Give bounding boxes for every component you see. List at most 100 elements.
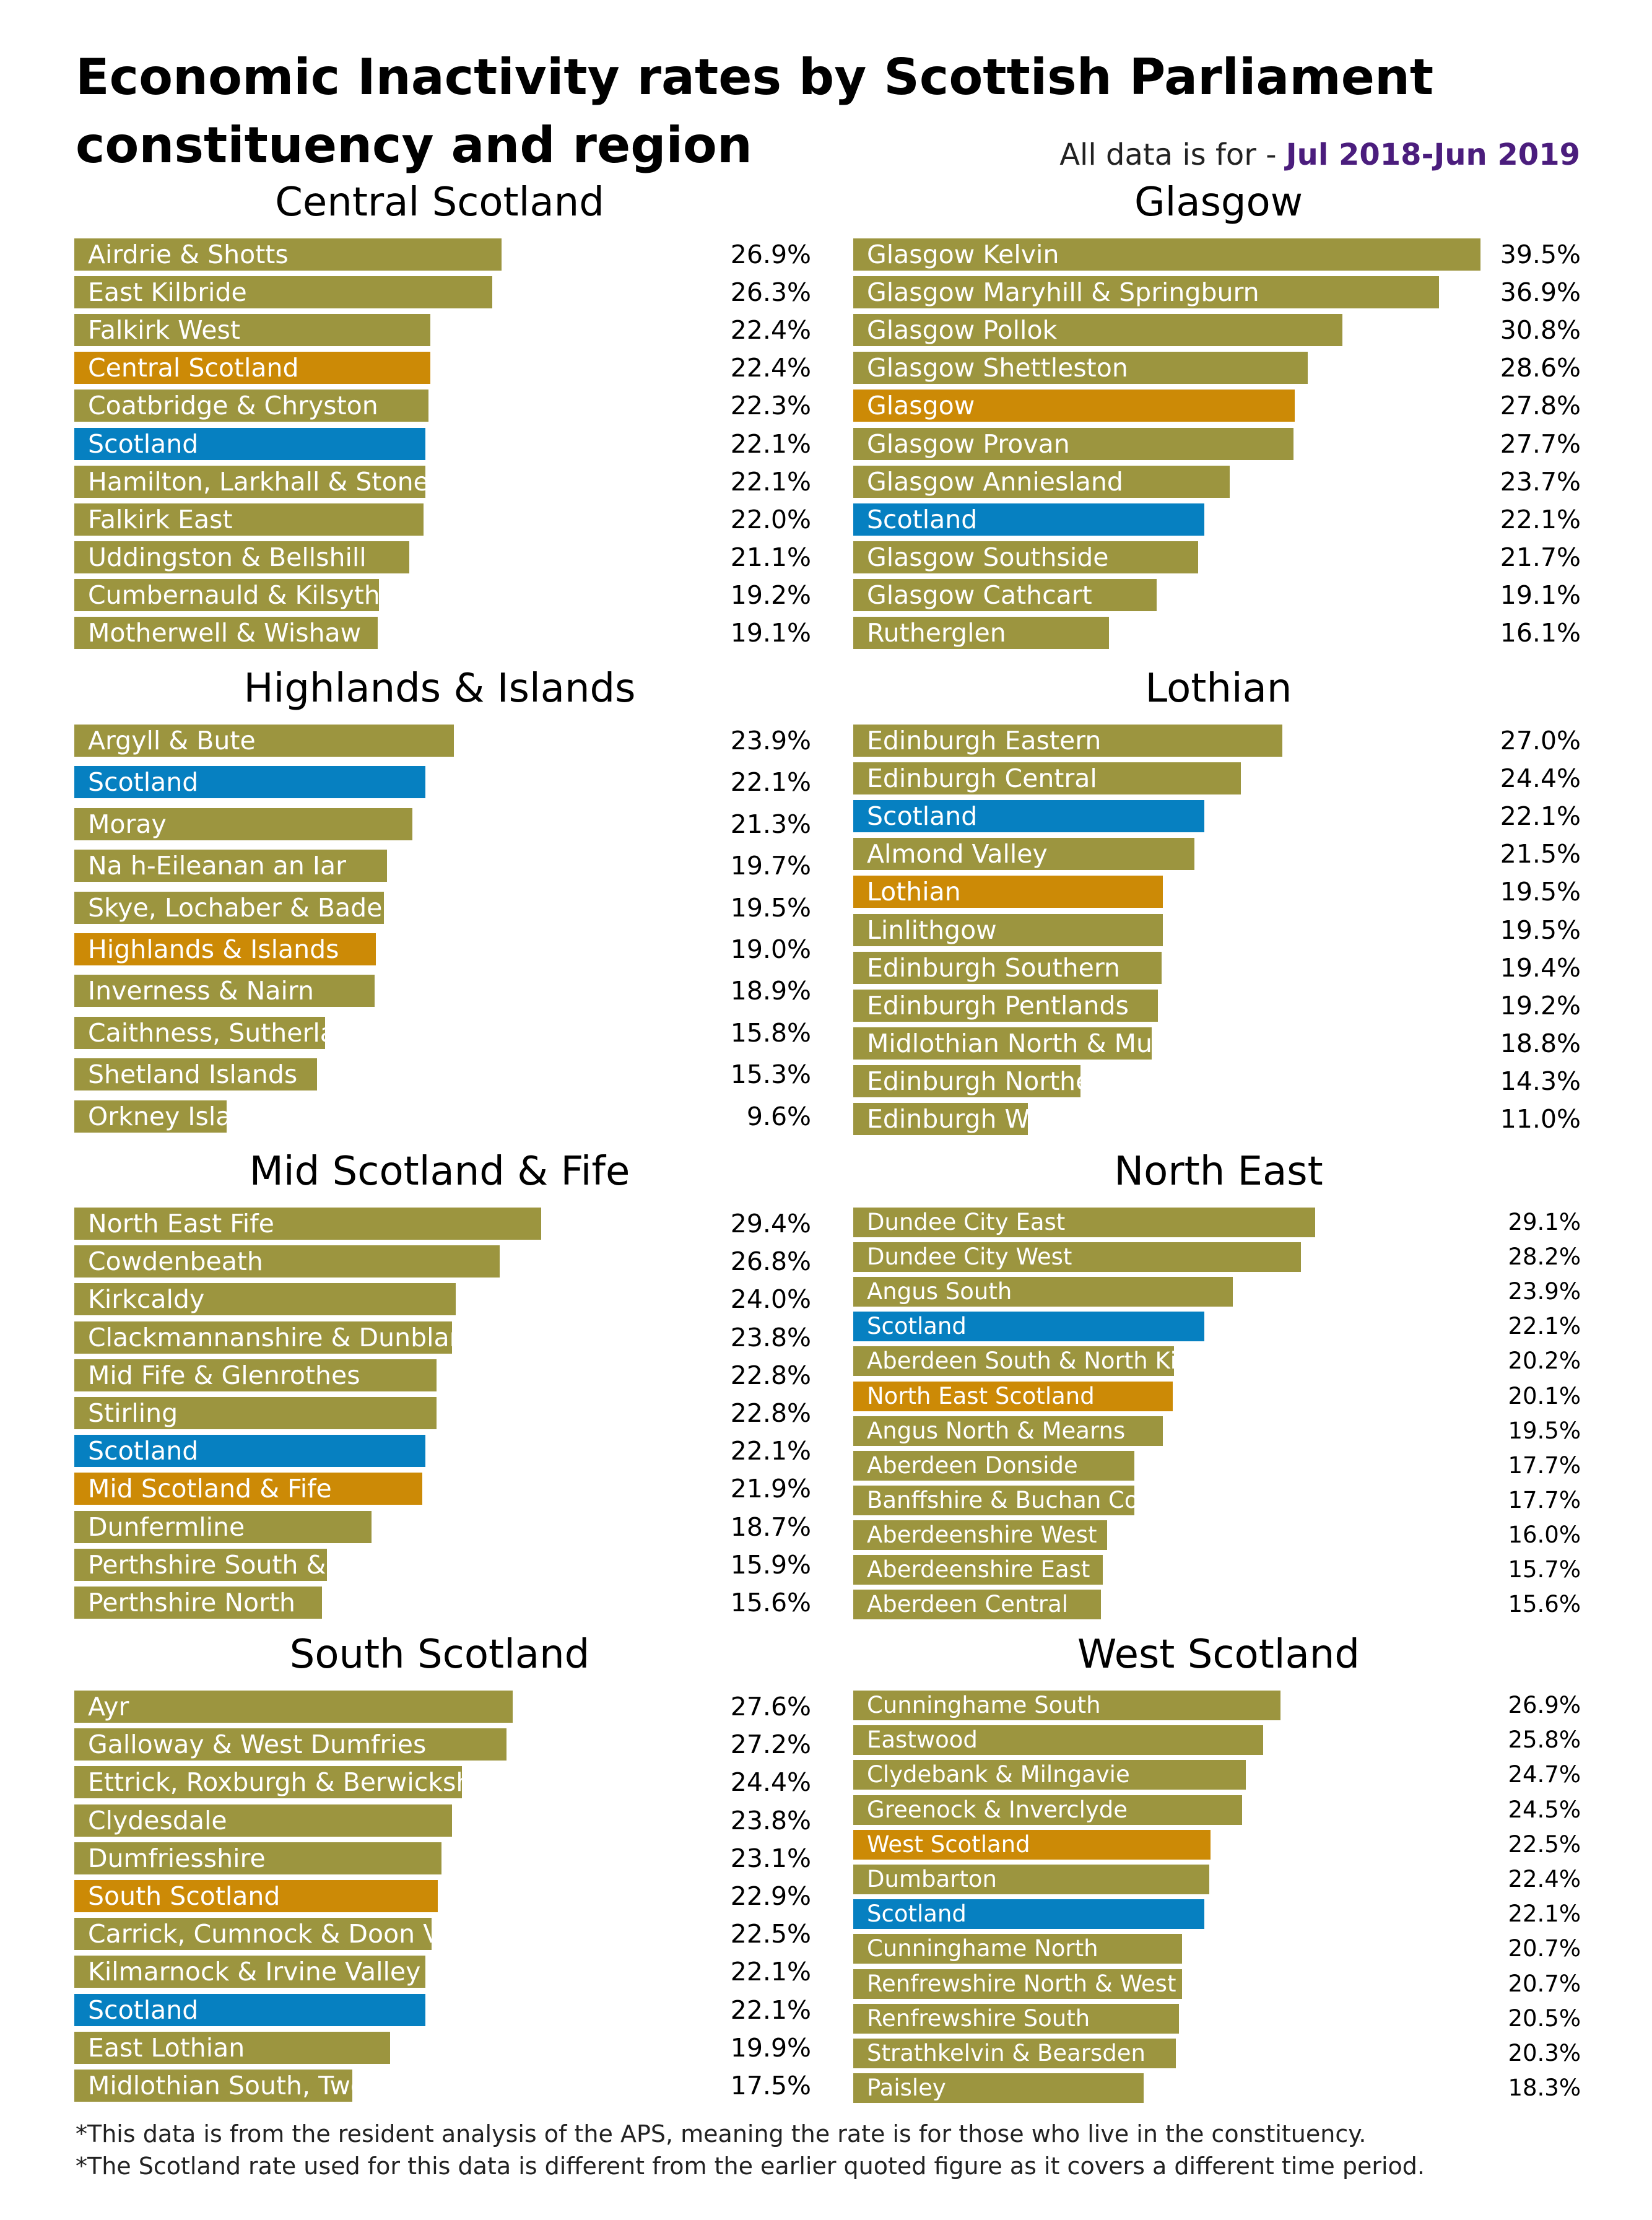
bar-region bbox=[853, 1381, 1173, 1411]
value-label: 18.7% bbox=[730, 1512, 811, 1542]
region-panel-glasgow: Glasgow Glasgow Kelvin 39.5% Glasgow Maryhi… bbox=[853, 180, 1581, 655]
bar-row: Scotland 22.1% bbox=[853, 1899, 1581, 1930]
bar-label: Ettrick, Roxburgh & Berwickshire bbox=[88, 1767, 505, 1798]
bar-scotland bbox=[853, 800, 1204, 833]
region-panel-mid-scotland-and-fife: Mid Scotland & Fife North East Fife 29.4% C… bbox=[74, 1149, 811, 1624]
data-period-note: All data is for - Jul 2018-Jun 2019 bbox=[1059, 137, 1580, 172]
bar-constituency bbox=[74, 2070, 352, 2102]
value-label: 16.0% bbox=[1508, 1521, 1581, 1548]
bar-label: Kilmarnock & Irvine Valley bbox=[88, 1957, 421, 1987]
bar-label: Galloway & West Dumfries bbox=[88, 1730, 427, 1760]
bar-row: Cowdenbeath 26.8% bbox=[74, 1245, 811, 1278]
bar-row: Angus North & Mearns 19.5% bbox=[853, 1416, 1581, 1446]
value-label: 21.3% bbox=[730, 809, 811, 839]
bar-row: Aberdeen Central 15.6% bbox=[853, 1590, 1581, 1620]
bar-constituency bbox=[853, 1208, 1316, 1237]
value-label: 15.9% bbox=[730, 1549, 811, 1580]
bar-label: Motherwell & Wishaw bbox=[88, 618, 362, 648]
bar-row: Na h-Eileanan an Iar 19.7% bbox=[74, 850, 811, 882]
bar-row: Glasgow Cathcart 19.1% bbox=[853, 578, 1581, 611]
bar-label: Angus South bbox=[867, 1278, 1012, 1305]
bar-row: Dundee City East 29.1% bbox=[853, 1208, 1581, 1237]
bar-row: Midlothian South, Tweeddale & Lauderdale… bbox=[74, 2070, 811, 2102]
value-label: 26.9% bbox=[1508, 1692, 1581, 1718]
value-label: 15.6% bbox=[1508, 1591, 1581, 1618]
bar-label: East Lothian bbox=[88, 2032, 245, 2063]
bar-row: Falkirk West 22.4% bbox=[74, 314, 811, 347]
region-panel-central-scotland: Central Scotland Airdrie & Shotts 26.9% Eas… bbox=[74, 180, 811, 655]
bar-row: Lothian 19.5% bbox=[853, 876, 1581, 908]
bar-row: Cunninghame North 20.7% bbox=[853, 1934, 1581, 1964]
value-label: 24.7% bbox=[1508, 1761, 1581, 1788]
bar-row: Edinburgh Southern 19.4% bbox=[853, 951, 1581, 984]
region-panel-north-east: North East Dundee City East 29.1% Dundee Ci… bbox=[853, 1149, 1581, 1624]
footnote-resident-analysis: *This data is from the resident analysis… bbox=[76, 2120, 1367, 2148]
bar-label: Scotland bbox=[867, 801, 978, 832]
value-label: 19.1% bbox=[730, 618, 811, 648]
bar-row: Dundee City West 28.2% bbox=[853, 1242, 1581, 1273]
bar-row: Edinburgh Central 24.4% bbox=[853, 762, 1581, 795]
value-label: 22.1% bbox=[730, 767, 811, 798]
bar-scotland bbox=[74, 427, 425, 460]
bar-row: Rutherglen 16.1% bbox=[853, 617, 1581, 649]
bar-label: West Scotland bbox=[867, 1830, 1030, 1858]
bar-row: Almond Valley 21.5% bbox=[853, 838, 1581, 871]
bar-constituency bbox=[74, 1510, 372, 1543]
bar-row: Scotland 22.1% bbox=[74, 1993, 811, 2026]
value-label: 19.2% bbox=[730, 580, 811, 610]
value-label: 17.5% bbox=[730, 2071, 811, 2100]
region-panel-lothian: Lothian Edinburgh Eastern 27.0% Edinburgh C… bbox=[853, 666, 1581, 1141]
bar-row: Shetland Islands 15.3% bbox=[74, 1058, 811, 1091]
bar-constituency bbox=[74, 1728, 506, 1761]
bar-row: Ettrick, Roxburgh & Berwickshire 24.4% bbox=[74, 1766, 811, 1799]
bar-row: South Scotland 22.9% bbox=[74, 1880, 811, 1912]
bar-row: Renfrewshire North & West 20.7% bbox=[853, 1969, 1581, 1999]
bar-constituency bbox=[74, 276, 492, 309]
value-label: 23.7% bbox=[1500, 466, 1581, 497]
value-label: 19.7% bbox=[730, 851, 811, 881]
bar-constituency bbox=[853, 838, 1195, 871]
bar-row: Strathkelvin & Bearsden 20.3% bbox=[853, 2039, 1581, 2068]
bar-label: Aberdeen Central bbox=[867, 1591, 1069, 1618]
bar-constituency bbox=[853, 1277, 1233, 1307]
bar-constituency bbox=[74, 1804, 453, 1837]
bar-label: Aberdeenshire West bbox=[867, 1521, 1097, 1548]
bar-label: Edinburgh Pentlands bbox=[867, 990, 1129, 1021]
bar-label: Stirling bbox=[88, 1398, 178, 1428]
bar-constituency bbox=[74, 578, 380, 611]
bar-constituency bbox=[74, 725, 454, 757]
bar-label: Clydesdale bbox=[88, 1805, 227, 1835]
bar-constituency bbox=[853, 578, 1157, 611]
bar-row: Moray 21.3% bbox=[74, 807, 811, 840]
bar-scotland bbox=[853, 503, 1204, 536]
panel-title: Mid Scotland & Fife bbox=[249, 1149, 630, 1195]
bar-row: Kirkcaldy 24.0% bbox=[74, 1283, 811, 1316]
bar-label: Lothian bbox=[867, 877, 961, 907]
bar-constituency bbox=[74, 465, 425, 498]
bar-label: Scotland bbox=[88, 1436, 199, 1466]
panel-title: West Scotland bbox=[1077, 1632, 1360, 1678]
bar-row: Clydebank & Milngavie 24.7% bbox=[853, 1760, 1581, 1790]
bar-scotland bbox=[74, 1993, 425, 2026]
bar-label: Glasgow Anniesland bbox=[867, 466, 1123, 497]
bar-row: Scotland 22.1% bbox=[74, 766, 811, 799]
value-label: 26.3% bbox=[730, 277, 811, 308]
bar-row: Skye, Lochaber & Badenoch 19.5% bbox=[74, 891, 811, 924]
bar-constituency bbox=[74, 541, 410, 573]
value-label: 19.2% bbox=[1500, 990, 1581, 1021]
bar-label: Glasgow Kelvin bbox=[867, 240, 1059, 269]
value-label: 22.1% bbox=[1508, 1313, 1581, 1340]
value-label: 24.5% bbox=[1508, 1796, 1581, 1823]
bar-row: Inverness & Nairn 18.9% bbox=[74, 975, 811, 1008]
bar-constituency bbox=[853, 1346, 1175, 1377]
bar-row: Dumfriesshire 23.1% bbox=[74, 1842, 811, 1874]
value-label: 19.5% bbox=[730, 892, 811, 923]
bar-row: Airdrie & Shotts 26.9% bbox=[74, 238, 811, 271]
bar-scotland bbox=[853, 1899, 1204, 1930]
bar-constituency bbox=[853, 541, 1198, 573]
bar-constituency bbox=[853, 1064, 1080, 1097]
bar-row: East Lothian 19.9% bbox=[74, 2031, 811, 2064]
bar-constituency bbox=[853, 1969, 1182, 1999]
bar-label: Midlothian North & Musselburgh bbox=[867, 1028, 1276, 1058]
bar-label: Cunninghame South bbox=[867, 1692, 1101, 1718]
